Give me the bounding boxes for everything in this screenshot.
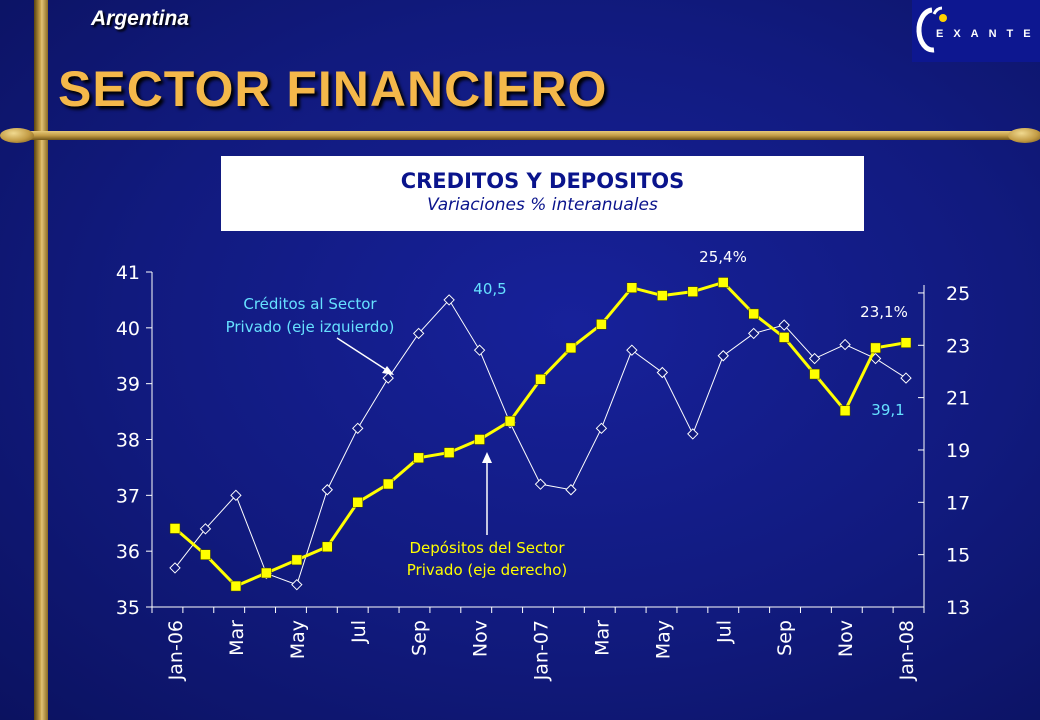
- chart-title: CREDITOS Y DEPOSITOS: [400, 169, 685, 193]
- left-axis-tick-label: 39: [116, 374, 140, 396]
- creditos-point: [169, 562, 181, 574]
- depositos-point: [626, 282, 638, 293]
- depositos-point: [230, 580, 242, 592]
- creditos-series-label-line2: Privado (eje izquierdo): [226, 318, 395, 336]
- depositos-series-label-line1: Depósitos del Sector: [409, 539, 565, 557]
- x-axis-tick-label: Jan-08: [896, 620, 918, 681]
- creditos-point: [839, 338, 851, 351]
- depositos-point: [474, 434, 485, 445]
- creditos-point: [565, 484, 577, 496]
- depositos-point: [748, 308, 759, 320]
- creditos-point: [595, 422, 608, 435]
- depositos-point: [322, 541, 333, 553]
- svg-text:EXANTE: EXANTE: [936, 28, 1040, 40]
- right-axis-tick-label: 19: [946, 440, 970, 462]
- chart-subtitle: Variaciones % interanuales: [427, 195, 658, 215]
- depositos-point: [443, 447, 455, 458]
- x-axis-tick-label: Jan-07: [531, 620, 553, 681]
- depositos-point: [839, 405, 851, 416]
- creditos-point: [717, 350, 729, 362]
- x-axis-tick-label: May: [652, 620, 674, 659]
- left-axis-tick-label: 35: [116, 597, 140, 619]
- right-axis-tick-label: 17: [946, 492, 970, 514]
- creditos-point: [808, 352, 821, 365]
- depositos-point: [718, 277, 729, 288]
- chart-title-box: CREDITOS Y DEPOSITOS Variaciones % inter…: [221, 156, 864, 231]
- creditos-point: [656, 366, 669, 379]
- depositos-point: [778, 332, 790, 343]
- creditos-series-label-line1: Créditos al Sector: [243, 295, 377, 313]
- x-axis-tick-label: Nov: [470, 620, 492, 657]
- country-label: Argentina: [91, 7, 190, 30]
- creditos-point: [291, 578, 303, 591]
- right-axis-tick-label: 21: [946, 388, 970, 410]
- creditos-point: [443, 294, 455, 306]
- frame-bar-left-knob: [0, 128, 34, 143]
- x-axis-tick-label: Jan-06: [165, 620, 187, 681]
- depositos-point: [687, 286, 699, 297]
- creditos-point: [412, 327, 425, 340]
- exante-logo-icon: EXANTE: [916, 6, 1040, 53]
- page-title: SECTOR FINANCIERO: [58, 61, 608, 117]
- depositos-point: [535, 374, 546, 385]
- creditos-point: [199, 523, 212, 535]
- creditos-point: [900, 372, 912, 384]
- x-axis-tick-label: Mar: [591, 620, 613, 656]
- creditos-point: [321, 484, 333, 496]
- x-axis-tick-label: Sep: [774, 620, 796, 656]
- x-axis-tick-label: Jul: [713, 620, 735, 644]
- depositos-point: [900, 337, 912, 348]
- x-axis-tick-label: Nov: [835, 620, 857, 657]
- creditos-peak-label: 40,5: [473, 280, 506, 298]
- depositos-point: [413, 452, 424, 464]
- depositos-point: [870, 342, 881, 354]
- frame-horizontal-bar: [14, 131, 1024, 140]
- depositos-peak-label: 25,4%: [699, 248, 747, 266]
- x-axis-tick-label: May: [287, 620, 309, 659]
- depositos-label-arrowhead: [482, 452, 492, 463]
- creditos-point: [473, 344, 486, 356]
- depositos-point: [382, 478, 394, 490]
- creditos-point: [352, 422, 364, 435]
- right-axis-tick-label: 15: [946, 545, 970, 567]
- right-axis-tick-label: 25: [946, 283, 970, 305]
- depositos-point: [261, 567, 272, 579]
- depositos-point: [809, 368, 820, 380]
- depositos-last-label: 23,1%: [860, 303, 908, 321]
- x-axis-tick-label: Mar: [226, 620, 248, 656]
- creditos-label-arrowhead: [382, 366, 394, 375]
- right-axis-tick-label: 13: [946, 597, 970, 619]
- creditos-point: [230, 489, 242, 502]
- x-axis-tick-label: Jul: [348, 620, 370, 644]
- creditos-point: [626, 344, 638, 356]
- creditos-point: [382, 372, 394, 384]
- left-axis-tick-label: 41: [116, 262, 140, 284]
- creditos-point: [748, 327, 760, 340]
- left-axis-tick-label: 38: [116, 430, 140, 452]
- right-axis-tick-label: 23: [946, 335, 970, 357]
- depositos-point: [596, 319, 607, 330]
- x-axis-tick-label: Sep: [409, 620, 431, 656]
- frame-bar-right-knob: [1008, 128, 1040, 143]
- depositos-point: [504, 415, 516, 427]
- frame-vertical-bar: [34, 0, 48, 720]
- depositos-point: [169, 523, 181, 534]
- creditos-point: [534, 478, 547, 490]
- left-axis-tick-label: 37: [116, 485, 140, 507]
- depositos-point: [352, 497, 363, 508]
- creditos-last-label: 39,1: [871, 401, 904, 419]
- company-logo: EXANTE: [912, 0, 1040, 62]
- depositos-series-label-line2: Privado (eje derecho): [407, 561, 568, 579]
- creditos-point: [687, 428, 699, 440]
- depositos-point: [200, 549, 211, 560]
- creditos-label-arrow: [336, 337, 389, 372]
- left-axis-tick-label: 40: [116, 318, 140, 340]
- depositos-point: [291, 554, 303, 566]
- left-axis-tick-label: 36: [116, 541, 140, 563]
- creditos-point: [778, 319, 790, 331]
- depositos-point: [657, 290, 668, 301]
- depositos-point: [565, 342, 577, 354]
